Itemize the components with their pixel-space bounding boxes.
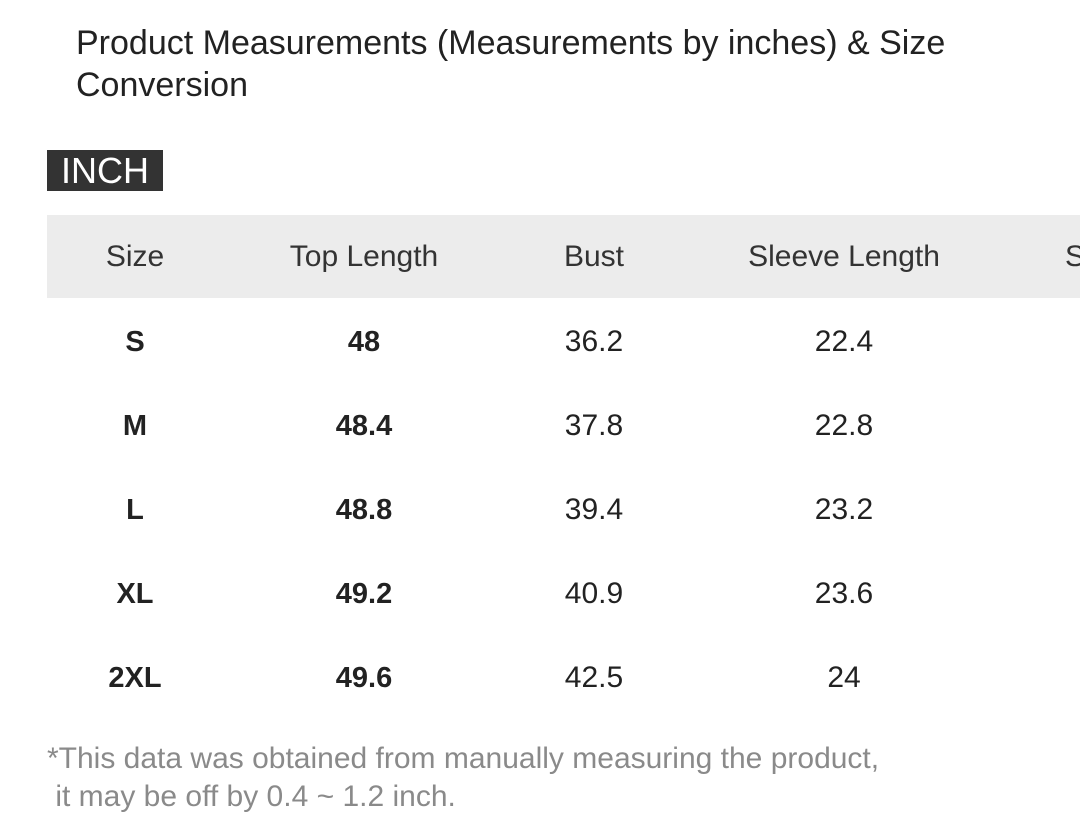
- table-cell: 49.2: [335, 578, 393, 610]
- table-cell: 48.8: [335, 494, 393, 526]
- table-cell: 22.4: [814, 325, 874, 358]
- table-cell: 40.9: [564, 577, 624, 610]
- footnote: *This data was obtained from manually me…: [47, 742, 880, 775]
- column-header: Bust: [563, 240, 625, 273]
- table-cell: 48: [347, 326, 381, 358]
- table-cell: 37.8: [564, 409, 624, 442]
- column-header: S: [1064, 240, 1080, 273]
- footnote: it may be off by 0.4 ~ 1.2 inch.: [47, 780, 456, 813]
- table-cell: 23.6: [814, 577, 874, 610]
- column-header: Sleeve Length: [748, 240, 940, 273]
- column-header: Top Length: [289, 240, 439, 273]
- header-row: [47, 215, 1080, 298]
- table-cell: 23.2: [814, 493, 874, 526]
- table-cell: 42.5: [564, 661, 624, 694]
- table-cell: S: [125, 326, 145, 358]
- table-cell: 36.2: [564, 325, 624, 358]
- table-cell: 48.4: [335, 410, 393, 442]
- table-cell: XL: [116, 578, 154, 610]
- unit-badge: INCH: [47, 150, 163, 191]
- table-cell: 39.4: [564, 493, 624, 526]
- column-header: Size: [105, 240, 165, 273]
- table-cell: M: [122, 410, 148, 442]
- table-cell: L: [126, 494, 144, 526]
- table-cell: 2XL: [108, 662, 162, 694]
- table-cell: 24: [827, 661, 861, 694]
- table-cell: 22.8: [814, 409, 874, 442]
- table-cell: 49.6: [335, 662, 393, 694]
- title: Product Measurements (Measurements by in…: [76, 24, 946, 104]
